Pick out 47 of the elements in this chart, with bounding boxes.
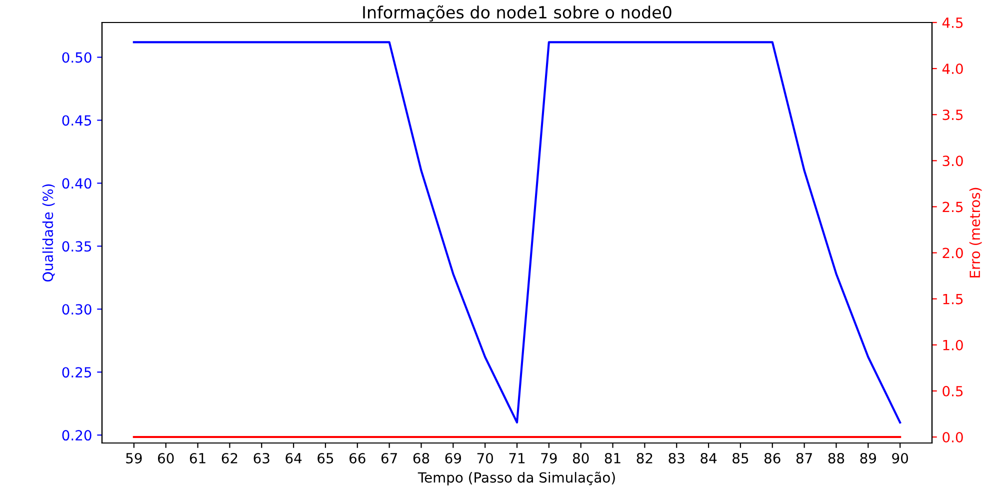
y2-tick-label: 3.0 (942, 156, 963, 166)
y2-tick-label: 1.0 (943, 340, 963, 350)
x-tick-label: 62 (222, 452, 238, 464)
y-tick-label: 0.45 (62, 115, 92, 126)
chart-title: Informações do node1 sobre o node0 (363, 5, 672, 22)
x-axis-title: Tempo (Passo da Simulação) (418, 472, 615, 486)
x-tick-label: 80 (572, 452, 589, 464)
line-series (132, 41, 902, 424)
y2-tick-label: 3.5 (942, 110, 963, 120)
x-tick-label: 68 (413, 452, 430, 464)
x-tick-label: 59 (126, 452, 142, 464)
x-tick-label: 86 (764, 452, 780, 464)
y-tick-label: 0.35 (62, 241, 92, 252)
x-tick-label: 82 (636, 452, 652, 464)
x-tick-label: 89 (860, 452, 876, 464)
x-tick-label: 70 (477, 452, 493, 464)
y-tick-label: 0.20 (62, 430, 92, 441)
y2-tick-label: 0.0 (942, 432, 963, 442)
x-tick-label: 71 (509, 453, 525, 464)
y2-tick-label: 4.5 (942, 18, 963, 28)
x-tick-label: 79 (541, 452, 557, 464)
x-tick-label: 60 (158, 452, 174, 464)
x-tick-label: 61 (190, 452, 206, 464)
x-tick-label: 84 (700, 452, 717, 464)
x-tick-label: 90 (892, 452, 908, 464)
y2-tick-label: 0.5 (942, 386, 963, 396)
y2-axis-title: Erro (metros) (969, 188, 982, 278)
y2-tick-label: 1.5 (943, 294, 963, 304)
x-tick-label: 81 (604, 452, 620, 464)
y2-tick-label: 2.5 (942, 202, 963, 212)
y2-tick-label: 2.0 (942, 248, 963, 258)
x-tick-label: 67 (381, 452, 397, 464)
y2-tick-label: 4.0 (942, 64, 963, 74)
x-tick-label: 87 (796, 452, 812, 464)
y-tick-label: 0.40 (62, 178, 92, 189)
y-tick-label: 0.30 (62, 304, 92, 315)
x-tick-label: 65 (318, 452, 334, 464)
y-tick-label: 0.50 (62, 52, 92, 63)
x-tick-label: 66 (350, 452, 366, 464)
x-tick-label: 88 (828, 452, 844, 464)
x-tick-label: 85 (732, 452, 748, 464)
y-axis-title: Qualidade (%) (42, 184, 55, 282)
x-tick-label: 64 (286, 452, 302, 464)
x-tick-label: 63 (254, 452, 270, 464)
y-tick-label: 0.25 (62, 367, 92, 378)
x-tick-label: 69 (445, 452, 462, 464)
x-tick-label: 83 (668, 452, 684, 464)
